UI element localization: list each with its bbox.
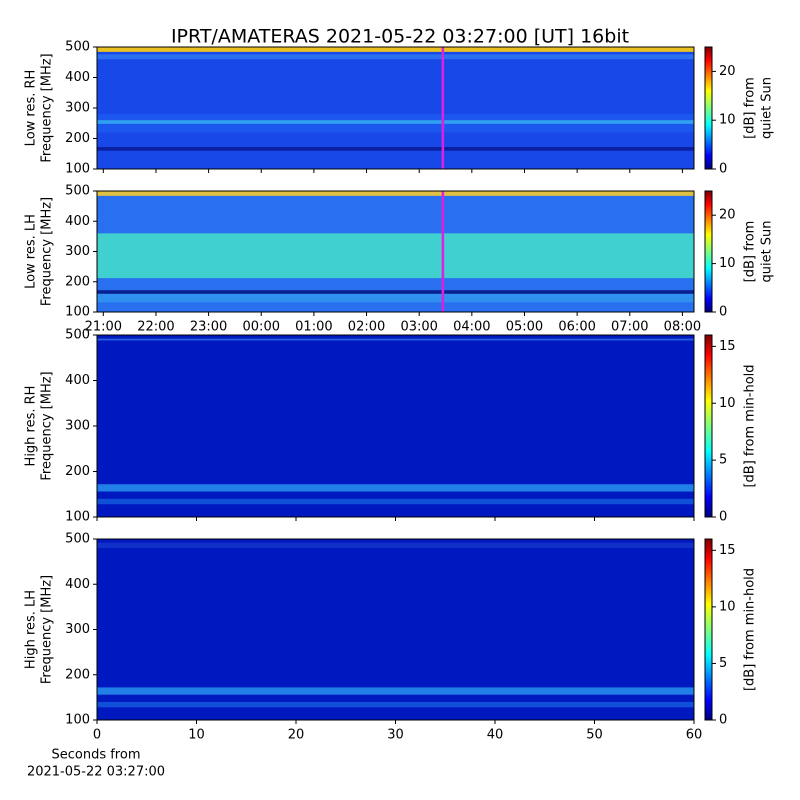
colorbar-tick-label: 0 [719, 713, 727, 728]
x-tick-label: 60 [686, 728, 703, 743]
colorbar-label: [dB] from [743, 77, 758, 139]
colorbar-tick-label: 10 [719, 396, 736, 411]
y-axis-label: Frequency [MHz] [40, 197, 55, 306]
spectrogram-texture [97, 120, 694, 124]
x-tick-label: 03:00 [400, 320, 437, 335]
colorbar-tick-label: 15 [719, 339, 736, 354]
x-tick-label: 21:00 [85, 320, 122, 335]
x-tick-label: 30 [387, 728, 404, 743]
y-tick-label: 200 [65, 274, 90, 289]
y-tick-label: 100 [65, 162, 90, 177]
y-tick-label: 100 [65, 305, 90, 320]
y-tick-label: 300 [65, 622, 90, 637]
x-tick-label: 23:00 [190, 320, 227, 335]
x-axis-label: Seconds from [51, 748, 140, 763]
colorbar-label: [dB] from min-hold [743, 568, 758, 691]
spectrogram-texture [97, 293, 694, 303]
colorbar-tick-label: 0 [719, 305, 727, 320]
y-tick-label: 300 [65, 419, 90, 434]
colorbar-tick-label: 10 [719, 113, 736, 128]
spectrogram-texture [97, 338, 694, 341]
x-tick-label: 10 [188, 728, 205, 743]
y-tick-label: 500 [65, 328, 90, 343]
y-tick-label: 200 [65, 131, 90, 146]
spectrogram-texture [97, 147, 694, 151]
spectrogram-texture [97, 701, 694, 708]
x-tick-label: 04:00 [453, 320, 490, 335]
chart-title: IPRT/AMATERAS 2021-05-22 03:27:00 [UT] 1… [171, 26, 629, 48]
spectrogram-texture [97, 191, 694, 196]
colorbar-tick-label: 20 [719, 64, 736, 79]
colorbar-tick-label: 10 [719, 256, 736, 271]
y-tick-label: 400 [65, 373, 90, 388]
spectrogram-texture [97, 498, 694, 505]
x-tick-label: 07:00 [611, 320, 648, 335]
y-tick-label: 200 [65, 667, 90, 682]
x-tick-label: 40 [487, 728, 504, 743]
colorbar-tick-label: 5 [719, 453, 727, 468]
x-tick-label: 01:00 [295, 320, 332, 335]
colorbar [704, 538, 713, 721]
colorbar-tick-label: 15 [719, 543, 736, 558]
y-axis-label: Low res. RH [24, 70, 39, 147]
colorbar-tick-label: 0 [719, 510, 727, 525]
x-tick-label: 50 [586, 728, 603, 743]
y-axis-label: High res. RH [24, 386, 39, 467]
colorbar-label: [dB] from [743, 221, 758, 283]
y-tick-label: 500 [65, 184, 90, 199]
colorbar-tick-label: 0 [719, 162, 727, 177]
spectrogram-texture [97, 687, 694, 695]
colorbar-tick-label: 20 [719, 208, 736, 223]
colorbar-label: quiet Sun [760, 220, 775, 282]
spectrogram-texture [97, 484, 694, 492]
y-tick-label: 300 [65, 101, 90, 116]
colorbar-tick-label: 10 [719, 599, 736, 614]
y-tick-label: 100 [65, 713, 90, 728]
spectrogram-texture [97, 47, 694, 52]
y-axis-label: Low res. LH [24, 214, 39, 289]
x-tick-label: 22:00 [137, 320, 174, 335]
x-tick-label: 08:00 [664, 320, 701, 335]
x-tick-label: 0 [93, 728, 101, 743]
colorbar-tick-label: 5 [719, 656, 727, 671]
y-tick-label: 400 [65, 577, 90, 592]
colorbar-label: [dB] from min-hold [743, 364, 758, 487]
x-tick-label: 06:00 [558, 320, 595, 335]
spectrogram-texture [97, 233, 694, 279]
y-tick-label: 400 [65, 214, 90, 229]
spectrogram-texture [97, 54, 694, 60]
y-tick-label: 500 [65, 532, 90, 547]
x-tick-label: 02:00 [348, 320, 385, 335]
y-tick-label: 500 [65, 40, 90, 55]
y-axis-label: Frequency [MHz] [40, 575, 55, 684]
colorbar [704, 190, 713, 313]
colorbar [704, 334, 713, 518]
x-tick-label: 20 [288, 728, 305, 743]
y-tick-label: 400 [65, 70, 90, 85]
y-tick-label: 300 [65, 244, 90, 259]
y-axis-label: High res. LH [24, 590, 39, 669]
colorbar-label: quiet Sun [760, 77, 775, 139]
x-tick-label: 00:00 [243, 320, 280, 335]
y-axis-label: Frequency [MHz] [40, 53, 55, 162]
spectrogram-texture [97, 542, 694, 549]
colorbar [704, 46, 713, 170]
spectrogram-texture [97, 290, 694, 294]
x-axis-label: 2021-05-22 03:27:00 [27, 765, 165, 780]
x-tick-label: 05:00 [506, 320, 543, 335]
y-axis-label: Frequency [MHz] [40, 371, 55, 480]
y-tick-label: 200 [65, 464, 90, 479]
y-tick-label: 100 [65, 510, 90, 525]
